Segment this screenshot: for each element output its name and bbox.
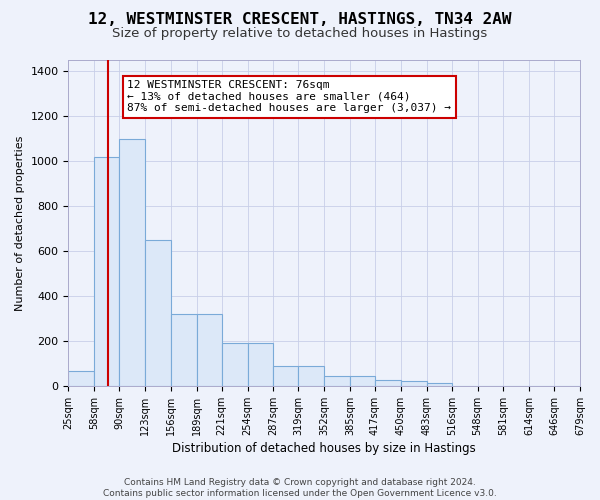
Bar (171, 314, 197, 386)
Bar (401, 382, 427, 386)
Bar (68, 372, 94, 386)
Bar (145, 240, 171, 386)
Bar (375, 380, 401, 386)
X-axis label: Distribution of detached houses by size in Hastings: Distribution of detached houses by size … (172, 442, 476, 455)
Bar (248, 343, 274, 386)
Bar (324, 376, 350, 386)
Bar (119, 138, 145, 386)
Bar (274, 366, 298, 386)
Bar (94, 156, 119, 386)
Text: Contains HM Land Registry data © Crown copyright and database right 2024.
Contai: Contains HM Land Registry data © Crown c… (103, 478, 497, 498)
Bar (427, 382, 452, 386)
Bar (197, 314, 222, 386)
Text: 12 WESTMINSTER CRESCENT: 76sqm
← 13% of detached houses are smaller (464)
87% of: 12 WESTMINSTER CRESCENT: 76sqm ← 13% of … (127, 80, 451, 114)
Text: 12, WESTMINSTER CRESCENT, HASTINGS, TN34 2AW: 12, WESTMINSTER CRESCENT, HASTINGS, TN34… (88, 12, 512, 28)
Bar (350, 376, 375, 386)
Y-axis label: Number of detached properties: Number of detached properties (15, 136, 25, 310)
Bar (298, 366, 324, 386)
Text: Size of property relative to detached houses in Hastings: Size of property relative to detached ho… (112, 28, 488, 40)
Bar (222, 343, 248, 386)
